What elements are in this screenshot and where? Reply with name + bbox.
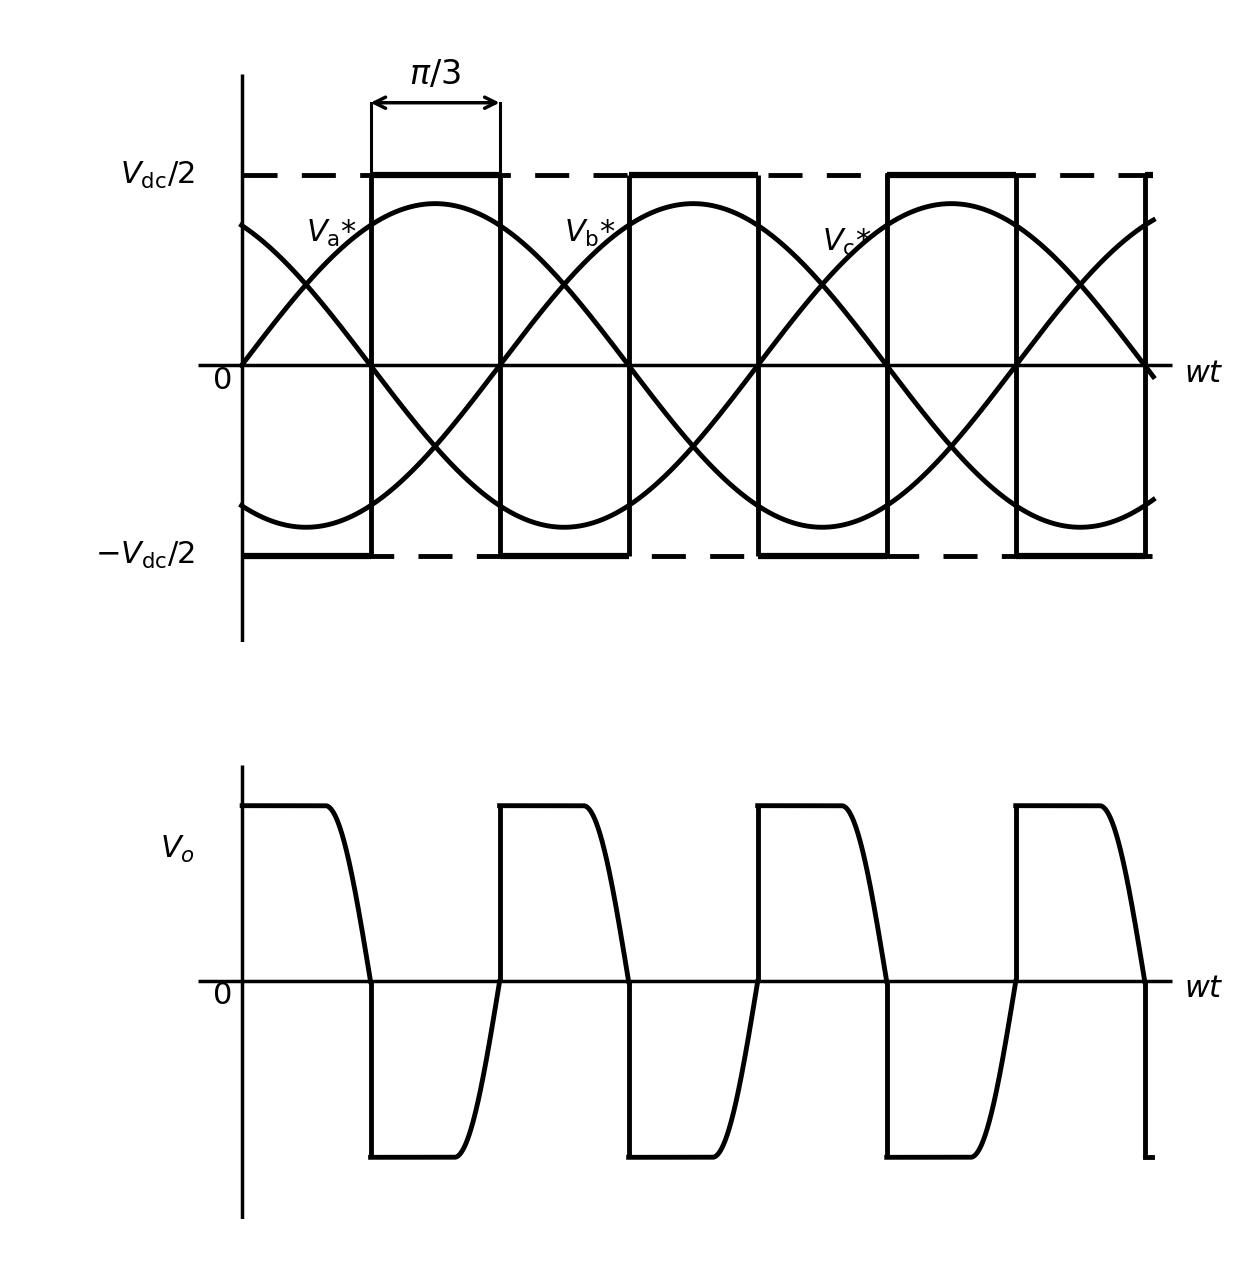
Text: $V_{\rm b}$*: $V_{\rm b}$*	[564, 218, 615, 249]
Text: $V_{\rm a}$*: $V_{\rm a}$*	[305, 218, 357, 249]
Text: $V_{\rm dc}/2$: $V_{\rm dc}/2$	[120, 159, 195, 191]
Text: $0$: $0$	[212, 366, 232, 395]
Text: $V_{\rm c}$*: $V_{\rm c}$*	[822, 227, 872, 258]
Text: $0$: $0$	[212, 981, 232, 1010]
Text: $wt$: $wt$	[1184, 974, 1224, 1003]
Text: $\pi/3$: $\pi/3$	[409, 58, 461, 91]
Text: $-V_{\rm dc}/2$: $-V_{\rm dc}/2$	[94, 540, 195, 571]
Text: $wt$: $wt$	[1184, 358, 1224, 387]
Text: $V_o$: $V_o$	[160, 834, 195, 865]
